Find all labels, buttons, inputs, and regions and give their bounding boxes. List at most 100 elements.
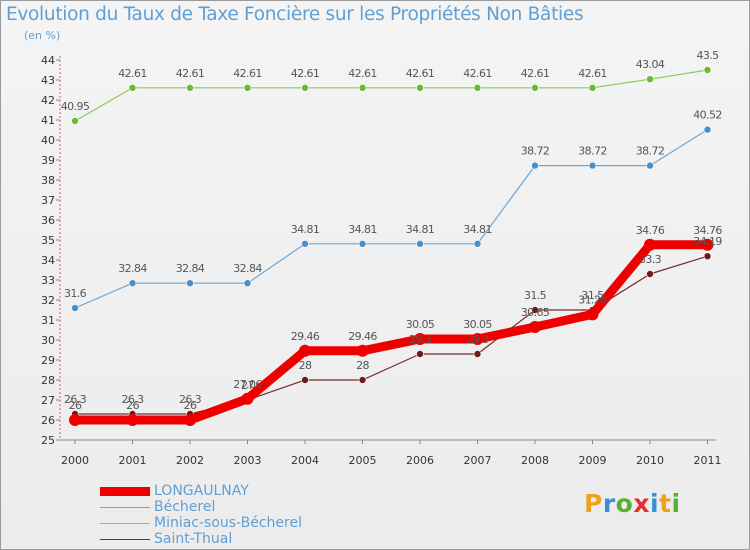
- x-tick-label: 2004: [291, 454, 319, 467]
- data-point-miniac-sous-b-cherel: [416, 84, 424, 92]
- data-label-saint-thual: 31.5: [581, 289, 604, 302]
- data-label-saint-thual: 26.3: [121, 393, 144, 406]
- x-tick-label: 2010: [636, 454, 664, 467]
- y-tick-label: 35: [41, 234, 55, 247]
- chart-series: [69, 66, 714, 426]
- data-label-longaulnay: 27.06: [233, 378, 262, 391]
- chart-axes: 25 26 27 28 29 30 31 32 33 34 35 36 37 38 39 40 41 42 43 44…: [41, 54, 722, 467]
- data-label-b-cherel: 32.84: [118, 262, 147, 275]
- data-label-b-cherel: 38.72: [521, 145, 550, 158]
- legend-label: Bécherel: [154, 499, 216, 515]
- data-label-b-cherel: 34.81: [348, 223, 377, 236]
- data-point-saint-thual: [473, 350, 482, 358]
- y-tick-label: 33: [41, 274, 55, 287]
- data-label-b-cherel: 34.81: [463, 223, 492, 236]
- data-label-saint-thual: 28: [299, 359, 312, 372]
- legend-swatch-saint-thual: [100, 539, 150, 540]
- x-tick-label: 2009: [579, 454, 607, 467]
- data-point-miniac-sous-b-cherel: [473, 84, 482, 92]
- data-label-miniac-sous-b-cherel: 42.61: [233, 67, 262, 80]
- data-point-miniac-sous-b-cherel: [128, 84, 137, 92]
- logo-letter: o: [615, 489, 634, 518]
- data-point-b-cherel: [588, 161, 597, 170]
- data-label-miniac-sous-b-cherel: 42.61: [348, 67, 377, 80]
- series-line-longaulnay: [70, 240, 712, 425]
- data-label-b-cherel: 38.72: [636, 145, 665, 158]
- legend-swatch-becherel: [100, 507, 150, 508]
- data-point-miniac-sous-b-cherel: [243, 84, 252, 92]
- y-tick-label: 36: [41, 214, 55, 227]
- proxiti-logo: Proxiti: [584, 489, 681, 518]
- data-label-saint-thual: 28: [356, 359, 369, 372]
- data-point-longaulnay: [356, 344, 369, 357]
- data-point-saint-thual: [358, 376, 367, 384]
- data-label-longaulnay: 26: [69, 399, 82, 412]
- y-tick-label: 32: [41, 294, 55, 307]
- data-point-b-cherel: [71, 304, 79, 312]
- data-point-b-cherel: [703, 125, 712, 134]
- data-label-saint-thual: 29.3: [466, 333, 489, 346]
- data-point-miniac-sous-b-cherel: [588, 84, 597, 92]
- data-point-b-cherel: [531, 161, 539, 170]
- data-label-miniac-sous-b-cherel: 42.61: [463, 67, 492, 80]
- y-tick-label: 44: [41, 54, 55, 67]
- data-label-longaulnay: 31.28: [578, 293, 607, 306]
- legend-label: Miniac-sous-Bécherel: [154, 515, 302, 531]
- legend-label: Saint-Thual: [154, 531, 233, 547]
- data-point-saint-thual: [531, 306, 539, 314]
- data-label-miniac-sous-b-cherel: 42.61: [291, 67, 320, 80]
- data-label-b-cherel: 32.84: [176, 262, 205, 275]
- x-tick-label: 2008: [521, 454, 549, 467]
- data-label-longaulnay: 29.46: [291, 330, 320, 343]
- data-point-b-cherel: [358, 240, 367, 248]
- logo-letter: P: [584, 489, 603, 518]
- data-point-b-cherel: [186, 279, 194, 288]
- data-point-b-cherel: [646, 161, 654, 170]
- series-line-saint-thual: [74, 255, 709, 415]
- data-label-longaulnay: 30.05: [406, 318, 435, 331]
- data-label-longaulnay: 30.05: [463, 318, 492, 331]
- x-tick-label: 2011: [694, 454, 722, 467]
- y-tick-label: 31: [41, 314, 55, 327]
- x-tick-label: 2000: [61, 454, 89, 467]
- data-point-b-cherel: [473, 240, 482, 248]
- y-tick-label: 41: [41, 114, 55, 127]
- y-tick-label: 37: [41, 194, 55, 207]
- y-tick-label: 30: [41, 334, 55, 347]
- chart-title: Evolution du Taux de Taxe Foncière sur l…: [6, 4, 584, 25]
- data-point-miniac-sous-b-cherel: [646, 75, 654, 83]
- data-label-saint-thual: 34.19: [693, 235, 722, 248]
- series-line-miniac-sous-b-cherel: [74, 69, 709, 122]
- data-point-saint-thual: [416, 350, 424, 358]
- y-tick-label: 27: [41, 394, 55, 407]
- data-point-miniac-sous-b-cherel: [186, 84, 194, 92]
- data-point-longaulnay: [644, 238, 656, 251]
- data-point-miniac-sous-b-cherel: [301, 84, 309, 92]
- y-tick-label: 28: [41, 374, 55, 387]
- y-tick-label: 25: [41, 434, 55, 447]
- data-label-saint-thual: 33.3: [639, 253, 662, 266]
- data-point-longaulnay: [241, 392, 254, 405]
- data-label-b-cherel: 32.84: [233, 262, 262, 275]
- logo-letter: i: [671, 489, 681, 518]
- data-label-longaulnay: 26: [126, 399, 139, 412]
- data-point-saint-thual: [301, 376, 309, 384]
- data-label-b-cherel: 38.72: [578, 145, 607, 158]
- x-tick-label: 2001: [119, 454, 147, 467]
- data-label-miniac-sous-b-cherel: 42.61: [521, 67, 550, 80]
- data-label-longaulnay: 34.76: [693, 224, 722, 237]
- data-point-longaulnay: [701, 238, 714, 251]
- data-point-longaulnay: [299, 344, 311, 357]
- data-point-longaulnay: [586, 308, 599, 321]
- legend-swatch-miniac: [100, 523, 150, 524]
- chart-value-labels: 26.3 26.3 26.3 27 28 28 29.3 29.3 31.5 31.5 33.3 34…: [61, 49, 723, 412]
- x-tick-label: 2007: [464, 454, 492, 467]
- data-label-b-cherel: 31.6: [64, 287, 87, 300]
- data-label-saint-thual: 29.3: [409, 333, 432, 346]
- data-point-miniac-sous-b-cherel: [358, 84, 367, 92]
- x-tick-label: 2002: [176, 454, 204, 467]
- legend-label: LONGAULNAY: [154, 483, 249, 499]
- data-label-miniac-sous-b-cherel: 42.61: [406, 67, 435, 80]
- x-tick-label: 2005: [349, 454, 377, 467]
